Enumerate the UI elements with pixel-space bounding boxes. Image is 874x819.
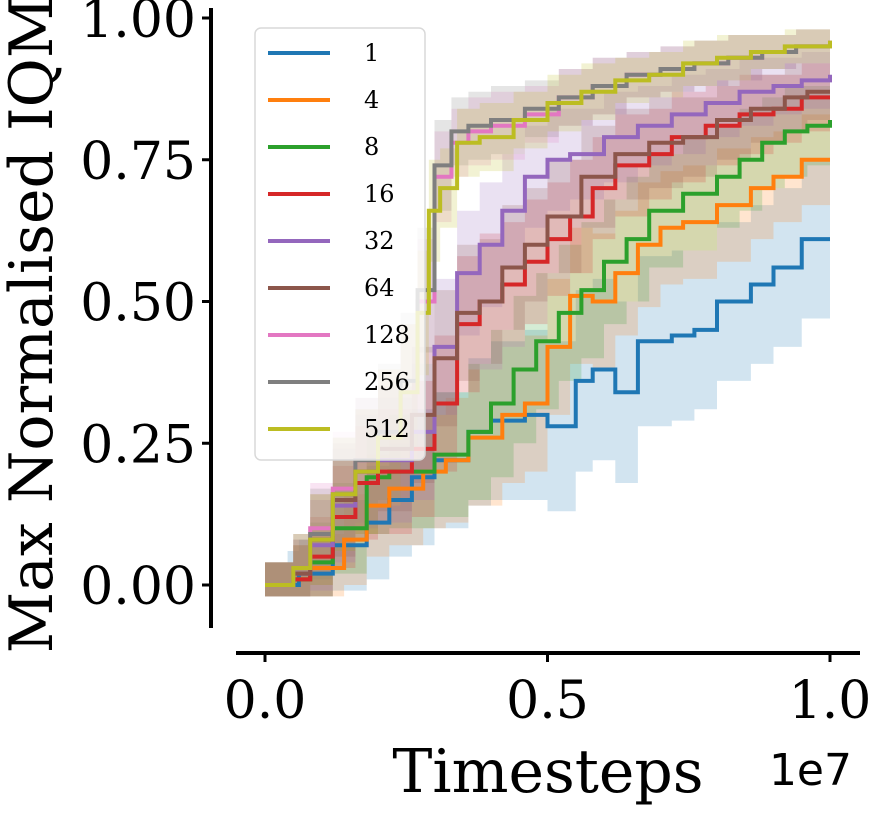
x-tick-label: 0.5 <box>506 671 589 731</box>
legend-label-4: 4 <box>364 86 379 114</box>
legend-label-16: 16 <box>364 180 395 208</box>
legend-label-1: 1 <box>364 39 379 67</box>
line-series-512 <box>265 40 832 587</box>
legend: 1 4 8 16 32 64 128 256 512 <box>254 27 426 461</box>
legend-label-128: 128 <box>364 321 410 349</box>
y-axis-ticks: 0.00 0.25 0.50 0.75 1.00 <box>80 0 211 617</box>
line-series-64 <box>265 89 830 587</box>
x-tick-label: 1.0 <box>789 671 872 731</box>
legend-label-512: 512 <box>364 415 410 443</box>
line-series-8 <box>265 120 832 587</box>
legend-frame <box>254 27 426 461</box>
x-axis-offset-label: 1e7 <box>769 745 852 796</box>
band-series-8 <box>265 80 830 597</box>
x-axis-ticks: 0.0 0.5 1.0 <box>224 653 872 731</box>
legend-label-8: 8 <box>364 133 379 161</box>
x-tick-label: 0.0 <box>224 671 307 731</box>
y-tick-label: 0.25 <box>80 415 196 475</box>
y-tick-label: 0.75 <box>80 132 196 192</box>
x-axis-label: Timesteps <box>392 737 703 807</box>
legend-label-256: 256 <box>364 368 410 396</box>
y-tick-label: 1.00 <box>80 0 196 50</box>
line-series-32 <box>265 74 832 587</box>
line-series-16 <box>265 95 830 587</box>
legend-label-64: 64 <box>364 274 395 302</box>
band-series-64 <box>265 63 830 597</box>
y-tick-label: 0.50 <box>80 274 196 334</box>
band-series-16 <box>265 63 830 597</box>
legend-label-32: 32 <box>364 227 395 255</box>
series-lines <box>265 40 832 587</box>
y-axis-label: Max Normalised IQM <box>0 0 67 653</box>
y-tick-label: 0.00 <box>80 557 196 617</box>
line-series-4 <box>265 157 830 587</box>
